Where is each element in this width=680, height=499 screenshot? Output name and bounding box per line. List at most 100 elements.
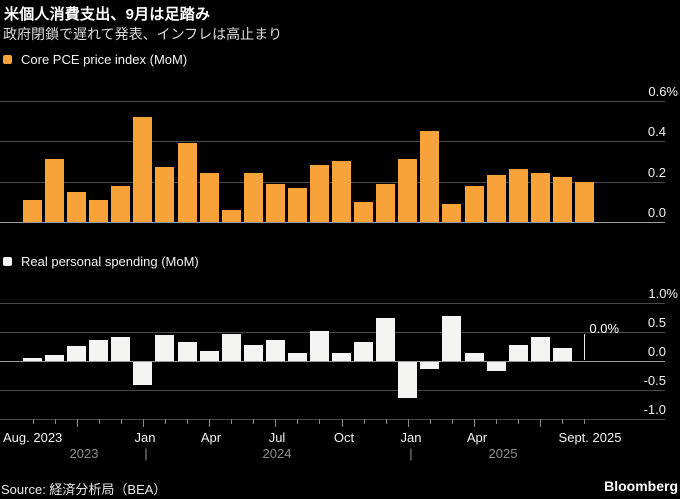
pce-bar-sep-2023 [45, 159, 65, 222]
month-label: Aug. 2023 [3, 430, 63, 445]
orange-swatch-icon [3, 55, 12, 64]
spending-bar-mar-2024 [177, 341, 197, 361]
axis-tick [540, 419, 542, 427]
month-label: Jul [268, 430, 286, 445]
y-axis-label: -0.5 [643, 373, 666, 388]
axis-tick [142, 419, 144, 427]
page-subtitle: 政府閉鎖で遅れて発表、インフレは高止まり [3, 26, 283, 42]
spending-bar-oct-2023 [67, 345, 87, 361]
grid-line [0, 332, 665, 333]
pce-bar-may-2024 [221, 209, 241, 222]
pce-bar-sep-2024 [309, 165, 329, 222]
spending-bar-jul-2025 [530, 337, 550, 361]
y-axis-label: 0.4 [647, 124, 666, 139]
pce-bar-sep-2025 [574, 181, 594, 222]
pce-bar-aug-2024 [287, 187, 307, 222]
spending-bar-mar-2025 [442, 315, 462, 361]
pce-bar-jun-2024 [243, 173, 263, 222]
pce-bar-mar-2024 [177, 143, 197, 222]
spending-bar-jul-2024 [265, 339, 285, 361]
legend-spending: Real personal spending (MoM) [3, 254, 199, 269]
spending-bar-aug-2024 [287, 352, 307, 361]
axis-tick [429, 419, 431, 424]
latest-value-pointer [584, 334, 586, 360]
axis-tick [451, 419, 453, 424]
y-axis-label: 0.0 [647, 344, 666, 359]
pce-bar-oct-2024 [332, 161, 352, 222]
month-label: Apr [466, 430, 488, 445]
axis-tick [385, 419, 387, 424]
spending-bar-nov-2024 [354, 341, 374, 361]
white-swatch-icon [3, 257, 12, 266]
axis-tick [562, 419, 564, 424]
axis-tick [363, 419, 365, 424]
axis-tick [474, 419, 476, 427]
axis-tick [231, 419, 233, 424]
grid-line [0, 222, 665, 223]
grid-line [0, 141, 665, 142]
axis-tick [518, 419, 520, 424]
y-axis-label: 1.0% [648, 286, 678, 301]
spending-bar-aug-2025 [552, 348, 572, 361]
axis-tick [341, 419, 343, 427]
spending-bar-jan-2024 [133, 362, 153, 386]
month-label: Sept. 2025 [558, 430, 622, 445]
axis-tick [120, 419, 122, 424]
year-label: 2024 [262, 446, 292, 461]
y-axis-label: 0.5 [647, 315, 666, 330]
spending-bar-may-2024 [221, 334, 241, 361]
spending-bar-jan-2025 [398, 362, 418, 398]
legend-spending-label: Real personal spending (MoM) [21, 254, 199, 269]
source-note: Source: 経済分析局（BEA） [1, 482, 167, 497]
spending-bar-jun-2024 [243, 344, 263, 361]
spending-bar-apr-2025 [464, 352, 484, 361]
y-axis-label: 0.0 [647, 205, 666, 220]
pce-bar-jul-2025 [530, 173, 550, 222]
axis-tick [584, 419, 586, 424]
axis-tick [32, 419, 34, 424]
grid-line [0, 303, 665, 304]
pce-bar-jan-2025 [398, 159, 418, 222]
year-label: 2025 [488, 446, 518, 461]
month-label: Oct [333, 430, 355, 445]
axis-tick [319, 419, 321, 424]
month-label: Apr [200, 430, 222, 445]
pce-bar-jul-2024 [265, 183, 285, 222]
axis-tick [407, 419, 409, 427]
axis-tick [297, 419, 299, 424]
y-axis-label: 0.6% [648, 83, 678, 99]
axis-tick [275, 419, 277, 427]
spending-bar-sep-2024 [309, 330, 329, 361]
grid-line [0, 181, 665, 183]
pce-bar-feb-2024 [155, 167, 175, 222]
year-label: 2023 [69, 446, 99, 461]
grid-line [0, 361, 665, 362]
axis-tick [98, 419, 100, 424]
axis-tick [253, 419, 255, 424]
month-label: Jan [134, 430, 156, 445]
spending-bar-may-2025 [486, 362, 506, 371]
y-axis-label: 0.2 [647, 164, 666, 180]
year-label: | [144, 446, 148, 461]
pce-bar-may-2025 [486, 175, 506, 222]
grid-line [0, 419, 665, 420]
spending-bar-feb-2024 [155, 335, 175, 361]
pce-bar-nov-2023 [89, 199, 109, 222]
page-title: 米個人消費支出、9月は足踏み [4, 6, 211, 23]
axis-tick [209, 419, 211, 427]
grid-line [0, 390, 665, 391]
grid-line [0, 100, 665, 102]
pce-bar-apr-2025 [464, 185, 484, 222]
year-label: | [409, 446, 413, 461]
pce-bar-aug-2025 [552, 177, 572, 222]
legend-core-pce: Core PCE price index (MoM) [3, 52, 187, 67]
pce-bar-dec-2024 [376, 183, 396, 222]
spending-bar-nov-2023 [89, 340, 109, 361]
pce-bar-dec-2023 [111, 185, 131, 222]
pce-bar-aug-2023 [23, 199, 42, 222]
axis-tick [76, 419, 78, 427]
